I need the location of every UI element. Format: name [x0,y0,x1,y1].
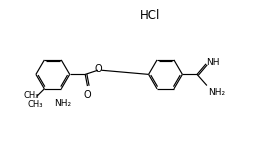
Text: NH₂: NH₂ [208,88,225,97]
Text: O: O [84,90,91,100]
Text: NH₂: NH₂ [54,99,71,108]
Text: O: O [95,64,102,74]
Text: CH₃: CH₃ [24,91,39,100]
Text: NH: NH [207,58,220,67]
Text: HCl: HCl [140,9,161,22]
Text: CH₃: CH₃ [28,100,43,109]
